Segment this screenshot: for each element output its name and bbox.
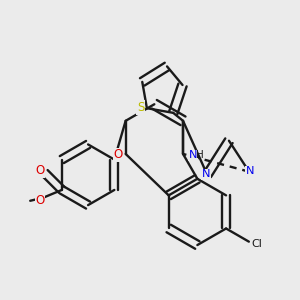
Text: N: N xyxy=(202,169,210,179)
Text: O: O xyxy=(35,164,45,177)
Text: N: N xyxy=(245,167,254,176)
Text: Cl: Cl xyxy=(251,239,262,249)
Text: N: N xyxy=(189,151,197,160)
Text: O: O xyxy=(113,148,122,161)
Text: S: S xyxy=(137,101,144,114)
Text: H: H xyxy=(196,151,204,160)
Text: O: O xyxy=(35,194,45,207)
